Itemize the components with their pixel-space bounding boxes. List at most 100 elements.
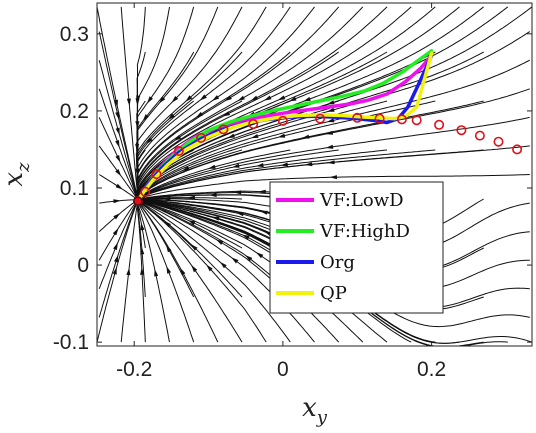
streamline-arrow-91 — [258, 189, 266, 194]
reference-marker-16 — [493, 136, 504, 147]
streamline-arrow-7 — [154, 268, 159, 277]
streamline-arrow-50 — [115, 169, 122, 177]
streamline-arrow-54 — [115, 140, 120, 148]
reference-marker-17 — [512, 144, 523, 155]
streamline-arrow-72 — [187, 220, 196, 226]
streamline-arrow-104 — [304, 162, 313, 167]
streamline-arrow-26 — [263, 95, 272, 101]
legend-label-vf-lowd: VF:LowD — [319, 190, 404, 211]
reference-marker-5 — [218, 124, 229, 135]
streamline-arrow-78 — [211, 216, 220, 221]
streamline-arrow-82 — [195, 111, 204, 118]
streamline-arrow-86 — [231, 163, 240, 168]
streamline-arrow-83 — [242, 234, 250, 240]
reference-marker-3 — [173, 146, 184, 157]
streamline-arrow-17 — [219, 261, 227, 269]
plot-frame — [96, 2, 533, 347]
streamline-arrow-1 — [112, 266, 117, 275]
reference-marker-13 — [434, 119, 445, 130]
streamline-arrow-13 — [191, 264, 198, 273]
streamline-arrow-15 — [206, 264, 213, 272]
streamline-arrow-75 — [173, 135, 182, 141]
streamline-arrow-77 — [215, 239, 224, 245]
reference-marker-9 — [352, 112, 363, 123]
streamline-arrow-80 — [208, 164, 216, 169]
streamline-arrow-20 — [224, 95, 232, 102]
streamline-arrow-22 — [237, 95, 245, 102]
streamline-arrow-61 — [140, 222, 145, 231]
streamline-arrow-57 — [326, 118, 335, 123]
streamline-arrow-58 — [115, 111, 120, 120]
streamline-arrow-3 — [126, 267, 131, 276]
streamline-arrow-10 — [158, 96, 166, 104]
attractor-point — [133, 196, 143, 206]
reference-marker-14 — [456, 125, 467, 136]
streamline-arrow-88 — [222, 111, 231, 117]
streamline-arrow-44 — [113, 213, 121, 220]
axes: -0.2 0 0.2 -0.1 0 0.1 0.2 0.3 xy xz — [0, 2, 533, 428]
streamline-arrow-30 — [288, 96, 297, 102]
y-axis-label: xz — [0, 162, 34, 187]
legend-label-qp: QP — [320, 283, 347, 304]
streamline-arrow-64 — [135, 121, 140, 129]
reference-marker-6 — [248, 119, 259, 130]
streamline-arrow-28 — [277, 95, 286, 101]
streamline-arrow-65 — [166, 244, 172, 253]
streamline-arrow-40 — [113, 242, 118, 251]
reference-marker-10 — [374, 113, 385, 124]
x-axis-label: xy — [302, 393, 328, 428]
streamline-arrow-42 — [112, 228, 119, 236]
streamline-arrow-32 — [303, 96, 311, 102]
streamline-arrow-71 — [190, 244, 198, 251]
y-tick-label-1: 0 — [77, 254, 89, 277]
y-tick-label-3: 0.2 — [60, 100, 89, 123]
streamline-arrow-69 — [146, 137, 153, 145]
legend: VF:LowD VF:HighD Org QP — [269, 181, 444, 314]
streamline-arrow-105 — [301, 134, 310, 139]
streamline-arrow-16 — [199, 94, 207, 101]
reference-marker-12 — [411, 115, 422, 126]
streamline-arrow-60 — [140, 246, 145, 255]
reference-marker-11 — [396, 114, 407, 125]
streamline-arrow-70 — [142, 114, 149, 122]
streamline-arrow-52 — [115, 155, 121, 163]
streamline-arrow-49 — [329, 175, 337, 180]
streamline-arrow-56 — [115, 127, 120, 136]
streamline-arrow-87 — [227, 133, 235, 139]
legend-label-org: Org — [320, 252, 355, 273]
reference-marker-4 — [196, 132, 207, 143]
streamline-arrow-53 — [325, 144, 334, 149]
streamline-arrow-38 — [114, 254, 119, 263]
x-tick-label-0: -0.2 — [116, 358, 152, 381]
y-tick-label-4: 0.3 — [60, 23, 89, 46]
streamline-arrow-2 — [126, 98, 131, 107]
y-tick-label-2: 0.1 — [60, 177, 89, 200]
streamline-arrow-23 — [256, 252, 264, 259]
streamline-arrow-8 — [147, 96, 153, 104]
reference-marker-7 — [277, 115, 288, 126]
streamline-arrow-46 — [113, 199, 121, 204]
reference-marker-1 — [140, 186, 151, 197]
reference-marker-15 — [474, 130, 485, 141]
reference-marker-2 — [151, 169, 162, 180]
y-tick-label-0: -0.1 — [53, 331, 89, 354]
streamline-arrow-19 — [231, 257, 239, 264]
streamline-arrow-21 — [245, 255, 253, 262]
streamline-arrow-98 — [280, 162, 288, 167]
streamline-arrow-18 — [211, 95, 220, 101]
legend-label-vf-highd: VF:HighD — [319, 221, 410, 242]
streamline-arrow-48 — [115, 183, 123, 190]
streamline-arrow-92 — [256, 163, 264, 168]
streamline-arrow-12 — [171, 96, 179, 103]
streamline-arrow-9 — [166, 266, 172, 274]
streamline-arrow-73 — [187, 195, 195, 200]
streamline-arrow-93 — [250, 134, 259, 139]
streamline-arrow-59 — [326, 107, 335, 112]
reference-marker-8 — [315, 113, 326, 124]
streamline-arrow-14 — [185, 95, 193, 102]
reference-markers — [132, 112, 523, 207]
x-tick-label-1: 0 — [277, 358, 289, 381]
x-tick-label-2: 0.2 — [417, 358, 446, 381]
